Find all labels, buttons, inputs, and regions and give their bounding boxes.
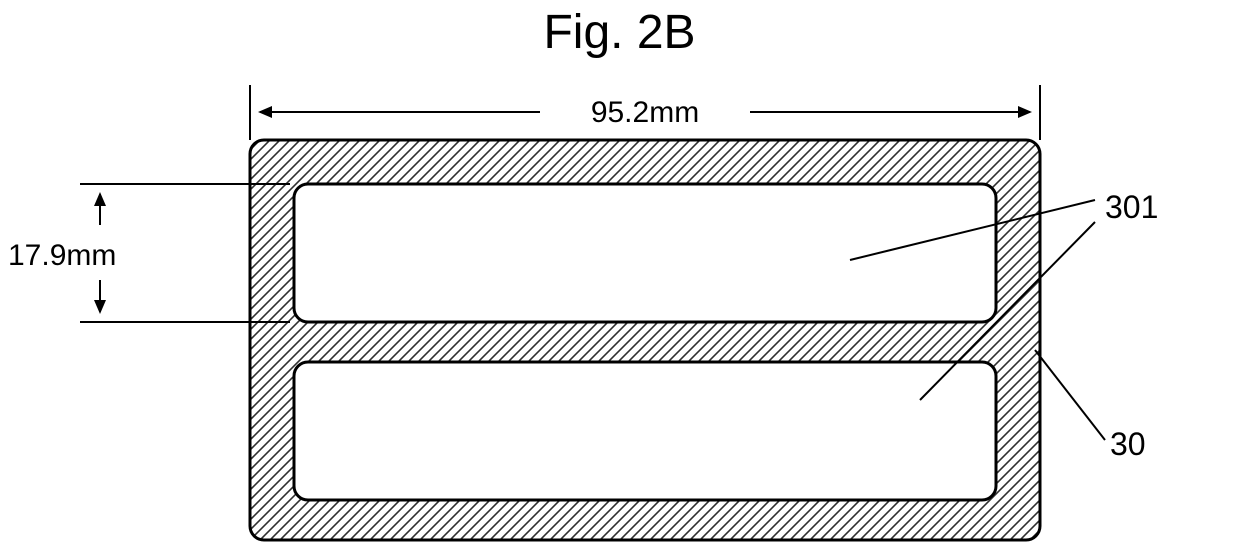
dimension-width: 95.2mm bbox=[250, 85, 1040, 140]
width-dimension-label: 95.2mm bbox=[591, 96, 699, 129]
extrusion-body bbox=[250, 140, 1040, 540]
diagram-svg: 95.2mm 17.9mm 301 30 bbox=[0, 0, 1239, 551]
callout-cavities-label: 301 bbox=[1105, 189, 1158, 225]
height-dimension-label: 17.9mm bbox=[8, 239, 116, 272]
dimension-height: 17.9mm bbox=[8, 184, 290, 322]
callout-body: 30 bbox=[1035, 350, 1146, 462]
callout-body-label: 30 bbox=[1110, 426, 1146, 462]
